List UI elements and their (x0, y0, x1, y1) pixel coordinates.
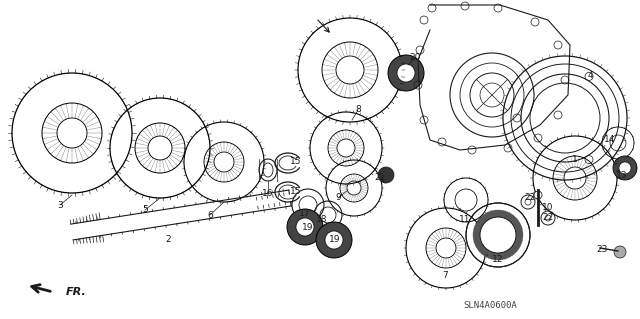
Circle shape (397, 64, 415, 82)
Circle shape (296, 218, 314, 236)
Text: 3: 3 (57, 201, 63, 210)
Text: 22: 22 (524, 194, 536, 203)
Circle shape (619, 162, 631, 174)
Text: FR.: FR. (66, 287, 87, 297)
Text: 23: 23 (596, 246, 608, 255)
Circle shape (614, 246, 626, 258)
Text: 17: 17 (300, 209, 311, 218)
Text: 15: 15 (291, 188, 301, 197)
Text: 10: 10 (542, 204, 554, 212)
Text: 18: 18 (316, 216, 328, 225)
Text: 2: 2 (165, 235, 171, 244)
Circle shape (378, 167, 394, 183)
Text: 22: 22 (542, 213, 554, 222)
Text: 21: 21 (374, 174, 386, 182)
Text: 9: 9 (335, 194, 341, 203)
Text: 16: 16 (262, 189, 274, 197)
Circle shape (613, 156, 637, 180)
Text: 19: 19 (329, 235, 340, 244)
Text: 13: 13 (616, 170, 628, 180)
Text: 6: 6 (207, 211, 213, 219)
Circle shape (534, 191, 542, 199)
Text: 19: 19 (302, 224, 314, 233)
Text: 14: 14 (604, 136, 616, 145)
Text: 12: 12 (492, 256, 504, 264)
Circle shape (287, 209, 323, 245)
Circle shape (325, 231, 343, 249)
Text: 4: 4 (587, 70, 593, 79)
Text: 11: 11 (460, 216, 471, 225)
Circle shape (473, 210, 523, 260)
Text: 1: 1 (572, 155, 578, 165)
Text: 7: 7 (442, 271, 448, 279)
Circle shape (480, 217, 516, 253)
Text: 5: 5 (142, 205, 148, 214)
Text: 15: 15 (291, 158, 301, 167)
Circle shape (388, 55, 424, 91)
Text: SLN4A0600A: SLN4A0600A (463, 300, 517, 309)
Text: 8: 8 (355, 106, 361, 115)
Text: 20: 20 (410, 54, 420, 63)
Circle shape (316, 222, 352, 258)
